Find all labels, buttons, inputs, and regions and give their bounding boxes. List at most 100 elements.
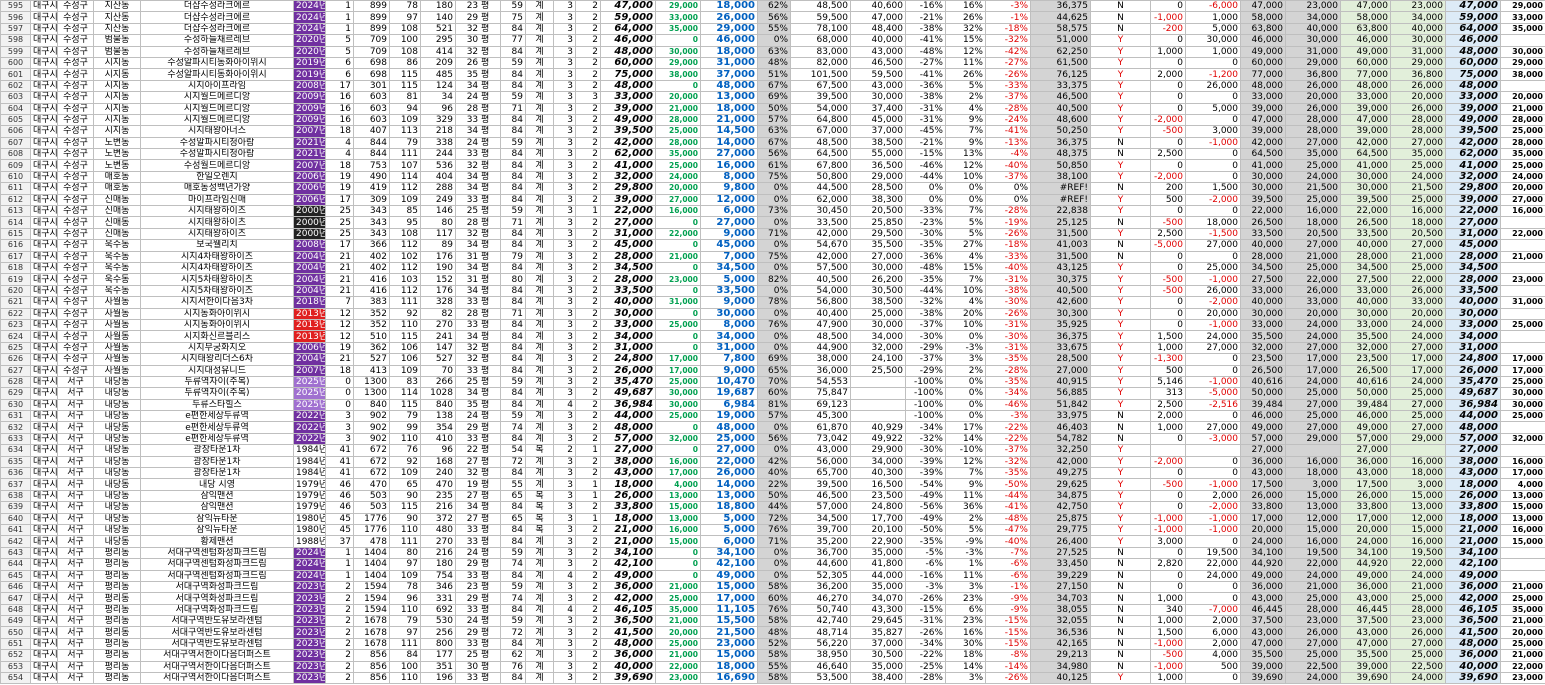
cell[interactable]: 29,213: [1030, 649, 1091, 662]
cell[interactable]: 2: [575, 364, 601, 377]
cell[interactable]: 26,000: [1285, 626, 1341, 639]
cell[interactable]: 35,000: [850, 546, 906, 560]
cell[interactable]: 계: [525, 205, 554, 218]
cell[interactable]: 25,000: [1285, 193, 1341, 207]
cell[interactable]: 17,000: [1340, 512, 1391, 525]
cell[interactable]: 2: [575, 216, 601, 229]
cell[interactable]: 94: [389, 102, 421, 115]
cell[interactable]: 0: [1150, 489, 1186, 503]
cell[interactable]: 29,000: [1500, 0, 1545, 13]
cell[interactable]: 856: [353, 649, 390, 662]
cell[interactable]: 40,300: [850, 466, 906, 480]
cell[interactable]: 23,000: [1390, 0, 1446, 13]
cell[interactable]: 욱수동: [93, 273, 141, 286]
cell[interactable]: 26,000: [1445, 364, 1501, 377]
cell[interactable]: 29,000: [1285, 432, 1341, 446]
cell[interactable]: 21,000: [1500, 580, 1545, 594]
cell[interactable]: 5,000: [700, 523, 758, 537]
cell[interactable]: 28,000: [1445, 273, 1501, 286]
cell[interactable]: 3: [553, 136, 576, 150]
cell[interactable]: 30,000: [1185, 34, 1241, 47]
cell[interactable]: 5,000: [1185, 22, 1241, 36]
cell[interactable]: 329: [420, 113, 456, 127]
cell[interactable]: 4%: [945, 250, 986, 264]
cell[interactable]: 536: [420, 159, 456, 172]
cell[interactable]: 3: [325, 410, 354, 423]
cell[interactable]: 2: [325, 660, 354, 674]
cell[interactable]: 41: [325, 444, 354, 457]
cell[interactable]: 44,920: [1340, 558, 1391, 571]
cell[interactable]: 44,625: [1030, 11, 1091, 24]
cell[interactable]: 2: [575, 660, 601, 674]
cell[interactable]: -30%: [985, 330, 1031, 343]
cell[interactable]: 시지동: [93, 102, 141, 115]
cell[interactable]: 25,125: [1030, 216, 1091, 229]
cell[interactable]: 0: [325, 398, 354, 412]
cell[interactable]: 48,000: [600, 45, 656, 58]
cell[interactable]: 0: [1150, 546, 1186, 560]
cell[interactable]: 27,000: [700, 444, 758, 457]
cell[interactable]: 22,000: [655, 660, 701, 674]
cell[interactable]: 25,000: [1390, 592, 1446, 605]
cell[interactable]: -31%: [905, 102, 946, 115]
row-number[interactable]: 623: [0, 318, 31, 332]
cell[interactable]: 서구: [57, 455, 94, 469]
cell[interactable]: 39,700: [790, 523, 851, 537]
cell[interactable]: 대구시: [30, 182, 58, 195]
cell[interactable]: 147: [420, 341, 456, 355]
cell[interactable]: 23,000: [1390, 615, 1446, 628]
cell[interactable]: 22,000: [1185, 558, 1241, 571]
cell[interactable]: 39,000: [600, 102, 656, 115]
row-number[interactable]: 626: [0, 353, 31, 366]
cell[interactable]: 30,000: [655, 398, 701, 412]
cell[interactable]: 7%: [945, 125, 986, 138]
cell[interactable]: 31,000: [1500, 296, 1545, 309]
cell[interactable]: 15,000: [700, 580, 758, 594]
cell[interactable]: 902: [353, 432, 390, 446]
cell[interactable]: 시지월드메르디앙: [140, 102, 294, 115]
cell[interactable]: 26,000: [1185, 79, 1241, 93]
cell[interactable]: 3: [553, 318, 576, 332]
cell[interactable]: 0: [1150, 466, 1186, 480]
cell[interactable]: e편한세상두류역: [140, 432, 294, 446]
cell[interactable]: 33,675: [1030, 341, 1091, 355]
cell[interactable]: Y: [1090, 56, 1151, 70]
cell[interactable]: 신매동: [93, 205, 141, 218]
cell[interactable]: 서구: [57, 523, 94, 537]
cell[interactable]: 28,000: [1390, 113, 1446, 127]
cell[interactable]: -26%: [985, 672, 1031, 685]
cell[interactable]: 14%: [945, 660, 986, 674]
cell[interactable]: 내당동: [93, 421, 141, 434]
cell[interactable]: 115: [389, 68, 421, 81]
cell[interactable]: 마이프라임신매: [140, 193, 294, 207]
cell[interactable]: 20,500: [850, 205, 906, 218]
cell[interactable]: 109: [389, 113, 421, 127]
cell[interactable]: 26 평: [455, 56, 501, 70]
cell[interactable]: 46,105: [600, 603, 656, 617]
cell[interactable]: 84: [500, 569, 526, 582]
cell[interactable]: 4,000: [655, 478, 701, 491]
cell[interactable]: 36,000: [790, 364, 851, 377]
row-number[interactable]: 615: [0, 227, 31, 241]
cell[interactable]: 6,000: [1185, 626, 1241, 639]
row-number[interactable]: 605: [0, 113, 31, 127]
cell[interactable]: 241: [420, 330, 456, 343]
cell[interactable]: 시지태왕하이츠: [140, 227, 294, 241]
cell[interactable]: 23,000: [1285, 0, 1341, 13]
row-number[interactable]: 654: [0, 672, 31, 685]
cell[interactable]: 33,000: [655, 11, 701, 24]
cell[interactable]: 309: [353, 193, 390, 207]
cell[interactable]: 36,500: [850, 159, 906, 172]
cell[interactable]: 25: [325, 216, 354, 229]
cell[interactable]: -48%: [905, 261, 946, 275]
cell[interactable]: 62,250: [1030, 45, 1091, 58]
cell[interactable]: 대구시: [30, 603, 58, 617]
cell[interactable]: 34,000: [1285, 11, 1341, 24]
cell[interactable]: -36%: [905, 250, 946, 264]
cell[interactable]: 34 평: [455, 261, 501, 275]
cell[interactable]: 14,000: [700, 136, 758, 150]
cell[interactable]: 15,000: [655, 535, 701, 548]
cell[interactable]: 30,300: [1030, 307, 1091, 320]
cell[interactable]: -34%: [985, 387, 1031, 400]
cell[interactable]: 112: [389, 239, 421, 252]
